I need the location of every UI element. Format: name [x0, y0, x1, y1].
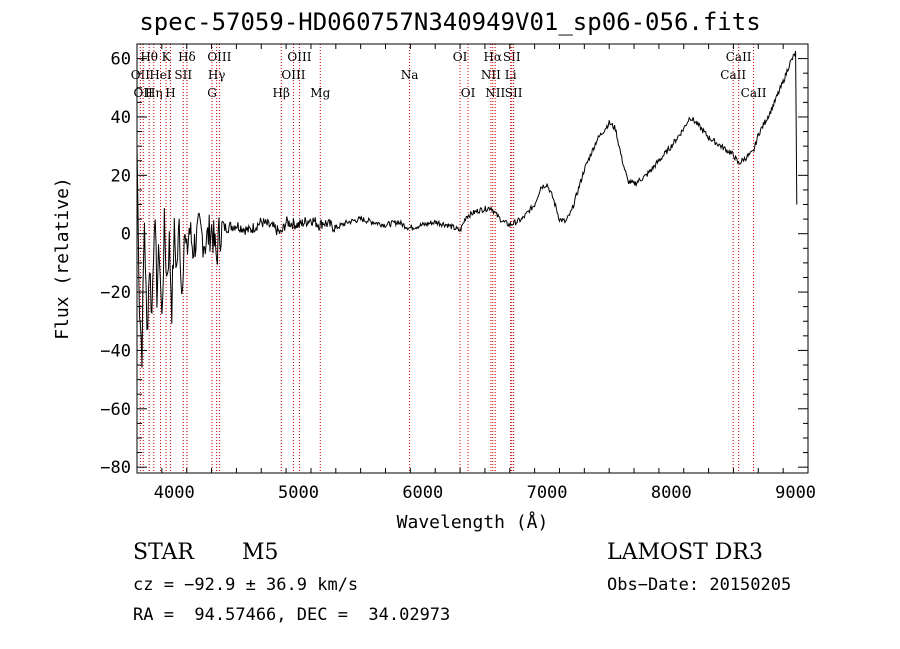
spectral-line-label: OI	[453, 50, 468, 64]
x-tick-label: 9000	[775, 483, 816, 503]
y-axis-label: Flux (relative)	[52, 177, 73, 340]
spectral-line-label: OI	[461, 86, 476, 100]
spectral-line-label: K	[162, 50, 172, 64]
spectral-line-label: OIII	[281, 68, 305, 82]
y-tick-label: −40	[100, 341, 131, 361]
y-tick-label: 40	[111, 108, 131, 128]
spectral-line-label: CaII	[741, 86, 767, 100]
redshift-cz: cz = −92.9 ± 36.9 km/s	[133, 575, 359, 595]
observation-date: Obs−Date: 20150205	[607, 575, 792, 595]
spectral-line-label: Hδ	[178, 50, 196, 64]
spectral-line-label: CaII	[720, 68, 746, 82]
x-axis-label: Wavelength (Å)	[397, 511, 549, 533]
spectral-line-label: NII	[485, 86, 505, 100]
spectrum-series-line	[136, 50, 798, 368]
spectral-line-label: OII	[131, 68, 151, 82]
spectral-line-label: SII	[505, 86, 523, 100]
chart-title: spec-57059-HD060757N340949V01_sp06-056.f…	[139, 8, 761, 36]
object-class: STAR	[133, 540, 194, 565]
spectral-line-label: SII	[503, 50, 521, 64]
spectral-line-label: SII	[174, 68, 192, 82]
y-tick-label: 60	[111, 50, 131, 70]
coordinates: RA = 94.57466, DEC = 34.02973	[133, 605, 451, 625]
spectral-line-label: HeI	[149, 68, 172, 82]
plot-frame	[136, 43, 809, 474]
y-tick-label: 0	[121, 225, 131, 245]
x-tick-label: 6000	[402, 483, 443, 503]
x-tick-label: 5000	[278, 483, 319, 503]
spectral-line-label: Hα	[483, 50, 502, 64]
spectral-line-label: NII	[481, 68, 501, 82]
object-subclass: M5	[242, 540, 279, 565]
spectral-line-label: Hγ	[208, 68, 226, 82]
y-tick-label: −80	[100, 458, 131, 478]
spectral-line-label: OII	[134, 86, 154, 100]
y-tick-label: −20	[100, 283, 131, 303]
x-tick-label: 4000	[154, 483, 195, 503]
y-tick-label: 20	[111, 166, 131, 186]
spectral-line-label: Na	[401, 68, 419, 82]
spectral-line-label: CaII	[726, 50, 752, 64]
y-tick-label: −60	[100, 400, 131, 420]
spectral-line-label: G	[207, 86, 217, 100]
spectral-line-label: Hη	[145, 86, 163, 100]
spectral-line-label: OIII	[287, 50, 311, 64]
spectral-line-label: Hθ	[140, 50, 158, 64]
x-tick-label: 8000	[651, 483, 692, 503]
survey-name: LAMOST DR3	[607, 540, 763, 565]
spectral-line-label: OIII	[207, 50, 231, 64]
spectral-line-label: Li	[505, 68, 517, 82]
spectral-line-label: H	[165, 86, 175, 100]
spectral-line-label: Hβ	[273, 86, 290, 100]
spectral-line-label: Mg	[310, 86, 330, 100]
x-tick-label: 7000	[527, 483, 568, 503]
